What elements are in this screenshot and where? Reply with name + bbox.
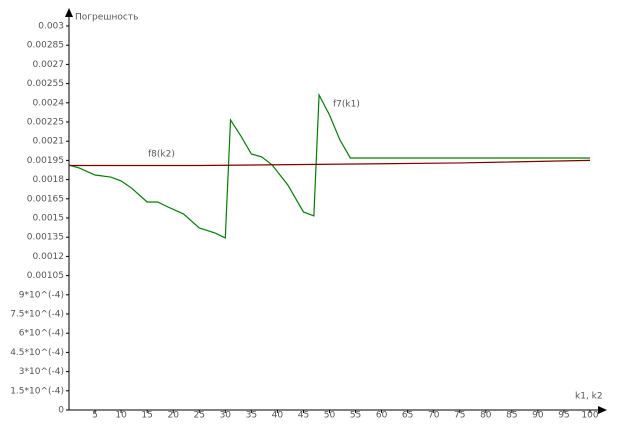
y-tick-label: 0.00105 (27, 271, 64, 281)
y-tick-label: 0.0018 (33, 175, 65, 185)
y-tick-label: 0.00165 (27, 194, 64, 204)
x-tick-label: 100 (581, 411, 598, 421)
y-tick-label: 0 (58, 406, 64, 416)
y-tick-label: 0.00225 (27, 118, 64, 128)
x-axis-label: k1, k2 (575, 392, 603, 402)
y-tick-label: 0.00255 (27, 79, 64, 89)
y-tick-label: 0.00195 (27, 156, 64, 166)
y-tick-label: 0.0027 (33, 60, 65, 70)
y-tick-label: 7.5*10^(-4) (10, 310, 64, 320)
x-tick-label: 95 (558, 411, 569, 421)
x-axis-arrow (598, 406, 607, 414)
series-label: f8(k2) (148, 150, 175, 160)
y-axis-label: Погрешность (75, 13, 138, 23)
series-line (69, 159, 591, 167)
y-tick-label: 0.00285 (27, 41, 64, 51)
x-tick-label: 85 (506, 411, 517, 421)
x-tick-label: 50 (324, 411, 336, 421)
y-tick-label: 3*10^(-4) (19, 367, 64, 377)
x-tick-label: 65 (402, 411, 413, 421)
series-label: f7(k1) (333, 100, 360, 110)
y-tick-label: 0.003 (38, 22, 64, 32)
y-tick-label: 1.5*10^(-4) (10, 386, 64, 396)
x-tick-label: 25 (194, 411, 205, 421)
x-tick-label: 20 (167, 411, 179, 421)
y-tick-label: 0.0015 (33, 214, 65, 224)
y-tick-label: 9*10^(-4) (19, 290, 64, 300)
y-tick-label: 0.0021 (33, 137, 65, 147)
x-tick-label: 5 (92, 411, 98, 421)
x-tick-label: 70 (428, 411, 440, 421)
x-tick-label: 60 (376, 411, 388, 421)
x-tick-label: 80 (480, 411, 492, 421)
y-tick-label: 6*10^(-4) (19, 329, 64, 339)
y-tick-label: 4.5*10^(-4) (10, 348, 64, 358)
y-tick-label: 0.0012 (33, 252, 65, 262)
x-tick-label: 55 (350, 411, 361, 421)
y-tick-label: 0.00135 (27, 233, 64, 243)
y-axis-arrow (65, 8, 73, 17)
series-line (68, 92, 590, 239)
x-tick-label: 15 (141, 411, 152, 421)
x-tick-label: 75 (454, 411, 465, 421)
x-tick-label: 35 (246, 411, 257, 421)
x-tick-label: 40 (272, 411, 284, 421)
x-tick-label: 10 (115, 411, 127, 421)
x-tick-label: 45 (298, 411, 309, 421)
x-tick-label: 90 (532, 411, 544, 421)
y-tick-label: 0.0024 (33, 98, 65, 108)
x-tick-label: 30 (220, 411, 232, 421)
